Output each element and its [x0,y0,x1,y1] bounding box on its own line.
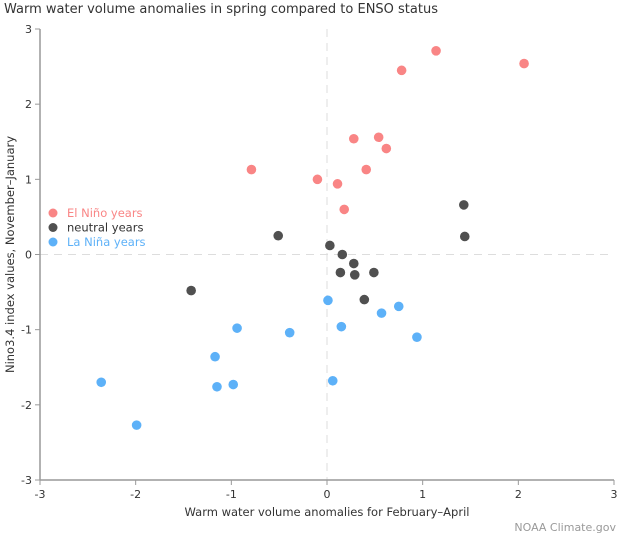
data-point-1 [348,258,359,269]
data-point-0 [332,179,343,189]
x-tick-label: -2 [130,488,141,501]
legend-label: neutral years [67,221,143,235]
data-point-2 [336,321,347,332]
data-point-0 [381,143,392,154]
y-tick-label: -1 [21,324,32,337]
data-point-0 [348,133,359,144]
legend-label: La Niña years [67,235,146,249]
x-tick-label: -1 [226,488,237,501]
data-point-1 [349,269,360,280]
y-tick-label: 1 [25,173,32,186]
chart-title: Warm water volume anomalies in spring co… [4,2,438,17]
data-point-1 [459,200,469,210]
y-tick-label: 3 [25,23,32,36]
data-point-1 [369,267,379,278]
data-point-1 [337,249,348,260]
data-point-2 [327,375,338,386]
x-axis-label: Warm water volume anomalies for February… [185,505,470,519]
data-point-0 [246,164,257,175]
data-point-0 [396,65,407,76]
data-point-0 [339,204,350,215]
x-tick-label: 1 [419,488,426,501]
data-point-2 [210,351,220,362]
data-point-2 [412,332,422,342]
data-point-2 [393,301,404,312]
data-point-2 [96,377,107,388]
data-point-2 [284,327,295,338]
x-tick-label: 0 [324,488,331,501]
y-tick-label: -3 [21,474,32,487]
data-point-0 [431,45,441,56]
legend-label: El Niño years [67,206,143,220]
data-point-2 [232,323,242,333]
data-point-1 [325,240,335,251]
legend-marker [48,208,58,218]
data-point-1 [186,285,196,296]
x-tick-label: -3 [35,488,46,501]
data-point-2 [228,379,239,390]
data-point-1 [335,267,346,278]
data-point-2 [323,295,333,306]
data-point-1 [273,230,284,241]
data-point-0 [361,164,372,175]
data-point-2 [131,420,142,430]
x-tick-label: 3 [611,488,618,501]
data-point-0 [373,132,384,143]
data-point-2 [212,381,222,392]
data-point-2 [376,308,387,318]
data-point-1 [459,231,470,242]
data-point-1 [359,294,370,305]
y-tick-label: -2 [21,399,32,412]
x-tick-label: 2 [515,488,522,501]
legend-marker [48,223,58,232]
legend-marker [48,237,58,247]
data-point-0 [312,174,323,185]
y-axis-label: Nino3.4 index values, November–January [3,136,17,373]
y-tick-label: 2 [25,98,32,111]
data-point-0 [519,58,529,69]
credit-text: NOAA Climate.gov [514,521,616,534]
y-tick-label: 0 [25,249,32,262]
